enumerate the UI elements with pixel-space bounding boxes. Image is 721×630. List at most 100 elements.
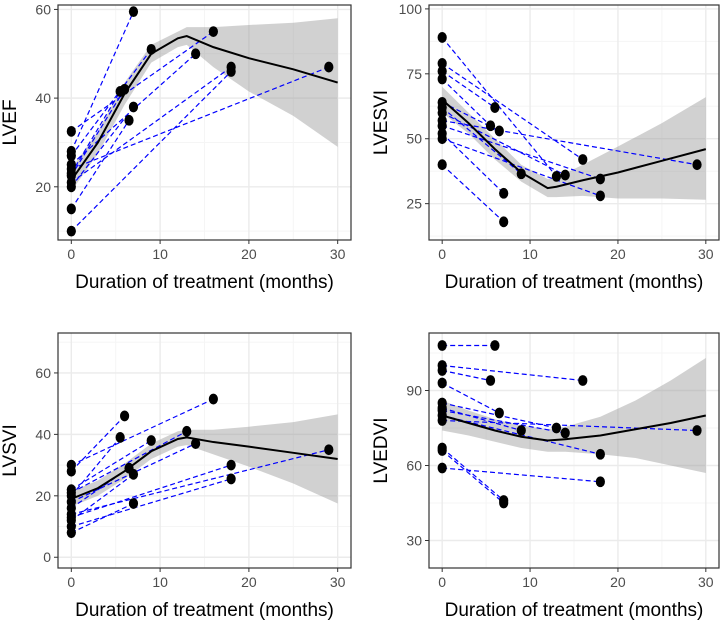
patient-line xyxy=(71,502,134,534)
y-axis-title: LVSVI xyxy=(0,424,21,476)
data-point xyxy=(578,375,588,386)
y-tick-label: 60 xyxy=(406,458,422,474)
patient-line xyxy=(441,78,491,127)
patient-line xyxy=(70,119,130,210)
data-point xyxy=(324,61,334,73)
data-point xyxy=(128,6,139,18)
patient-line xyxy=(442,409,566,434)
data-point xyxy=(494,407,504,419)
data-point xyxy=(692,425,702,436)
data-point xyxy=(324,444,334,456)
data-point xyxy=(437,32,447,43)
data-point xyxy=(66,527,76,539)
data-point xyxy=(182,425,192,437)
x-tick-label: 10 xyxy=(152,246,168,262)
data-point xyxy=(66,203,76,215)
data-point xyxy=(551,170,562,182)
data-point xyxy=(437,159,447,171)
data-point xyxy=(499,216,509,228)
y-tick-label: 50 xyxy=(406,131,422,147)
patient-line xyxy=(442,407,522,432)
data-point xyxy=(437,377,447,389)
x-tick-label: 30 xyxy=(698,246,714,262)
data-point xyxy=(119,410,130,422)
x-tick-label: 0 xyxy=(67,246,75,262)
y-tick-label: 20 xyxy=(35,488,51,504)
patient-line xyxy=(70,415,126,472)
patient-line xyxy=(442,419,698,432)
data-point xyxy=(560,427,570,439)
data-point xyxy=(494,125,504,137)
data-point xyxy=(499,187,509,199)
patient-line xyxy=(71,478,232,528)
data-point xyxy=(595,476,605,488)
data-point xyxy=(692,159,702,171)
data-point xyxy=(595,190,605,202)
data-point xyxy=(437,65,447,77)
patient-line xyxy=(442,369,491,382)
data-point xyxy=(128,468,139,480)
chart-panel-lvesvi: 0 10 20 30 25 50 75 100 Duration of treatment (m… xyxy=(371,1,720,293)
patient-line xyxy=(441,447,505,501)
y-tick-label: 40 xyxy=(35,90,51,106)
patient-line xyxy=(71,464,232,518)
patient-line xyxy=(441,62,584,160)
data-point xyxy=(437,107,447,119)
patient-line xyxy=(441,164,505,223)
data-point xyxy=(437,133,447,145)
data-point xyxy=(119,83,130,95)
patient-line xyxy=(441,382,500,414)
patient-line xyxy=(70,31,214,132)
smooth-line xyxy=(441,99,707,190)
patient-line xyxy=(71,398,214,466)
data-point xyxy=(66,150,76,162)
panel-border xyxy=(428,4,720,241)
data-point xyxy=(146,435,156,446)
panel-border xyxy=(57,4,352,241)
data-point xyxy=(578,154,588,165)
data-point xyxy=(437,340,447,351)
chart-panel-lvedvi: 0 10 20 30 30 60 90 Duration of treatment (mont… xyxy=(371,332,720,621)
x-tick-label: 20 xyxy=(610,574,626,590)
data-point xyxy=(490,340,500,351)
data-point xyxy=(66,125,76,137)
patient-line xyxy=(441,112,566,176)
confidence-band xyxy=(442,358,706,473)
patient-line xyxy=(71,66,330,170)
x-axis-title: Duration of treatment (months) xyxy=(75,272,334,293)
patient-line xyxy=(441,133,505,194)
data-point xyxy=(485,375,496,386)
data-point xyxy=(226,473,236,485)
x-axis-title: Duration of treatment (months) xyxy=(75,600,334,621)
data-point xyxy=(516,425,526,436)
confidence-band xyxy=(71,414,338,507)
data-point xyxy=(499,497,509,509)
data-point xyxy=(208,393,218,405)
data-point xyxy=(437,73,447,85)
data-point xyxy=(124,114,134,126)
patient-line xyxy=(70,66,232,183)
data-point xyxy=(115,432,125,443)
y-axis-title: LVEF xyxy=(0,99,21,145)
patient-line xyxy=(441,125,601,180)
smooth-line xyxy=(70,436,338,500)
x-tick-label: 0 xyxy=(438,574,446,590)
data-point xyxy=(560,169,570,181)
data-point xyxy=(128,101,139,113)
panel-border xyxy=(428,332,720,569)
patient-line xyxy=(442,119,698,166)
patient-line xyxy=(441,138,601,197)
data-point xyxy=(66,465,76,477)
data-point xyxy=(437,462,447,474)
y-tick-label: 75 xyxy=(406,66,422,82)
data-point xyxy=(595,173,605,185)
data-point xyxy=(66,225,76,237)
x-tick-label: 30 xyxy=(330,246,346,262)
data-point xyxy=(208,26,218,38)
data-point xyxy=(485,120,496,132)
data-point xyxy=(191,438,201,449)
data-point xyxy=(437,445,447,456)
x-tick-label: 20 xyxy=(241,574,257,590)
patient-line xyxy=(441,70,496,109)
data-point xyxy=(551,422,562,434)
